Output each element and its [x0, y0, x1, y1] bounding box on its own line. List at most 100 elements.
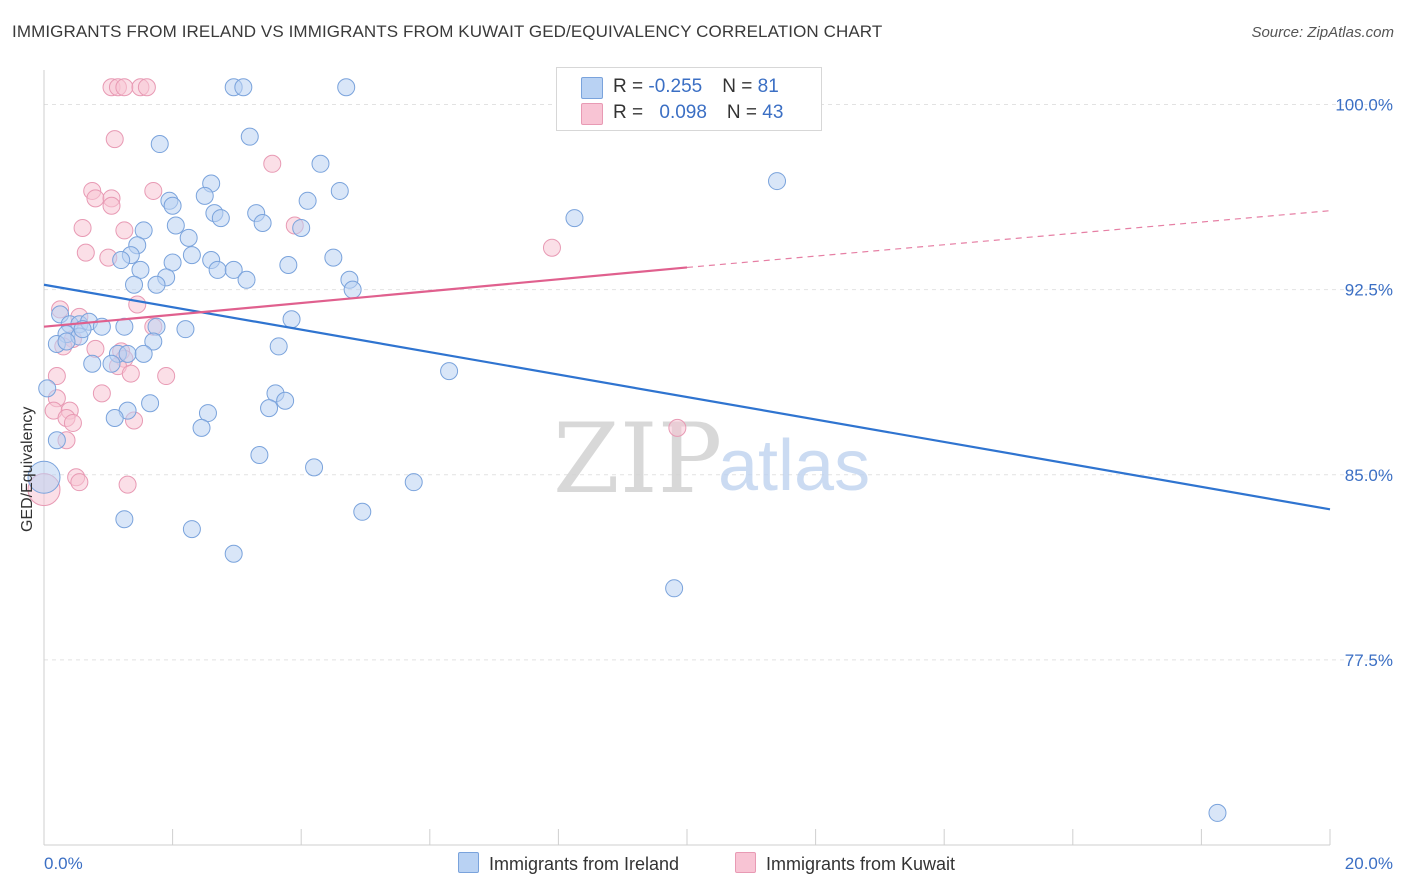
series-ireland — [27, 78, 1227, 822]
ireland-point — [404, 473, 423, 492]
ireland-point — [324, 248, 343, 267]
kuwait-point — [542, 238, 561, 257]
ireland-point — [276, 391, 295, 410]
ireland-point — [1208, 803, 1227, 822]
legend-stats-ireland: R = -0.255 N = 81 — [613, 76, 779, 97]
bottom-legend-kuwait-label: Immigrants from Kuwait — [766, 854, 956, 874]
ireland-point — [118, 344, 137, 363]
ireland-point — [147, 275, 166, 294]
ireland-point — [112, 251, 131, 270]
ireland-point — [57, 332, 76, 351]
kuwait-trend-extension — [686, 210, 1331, 269]
ireland-point — [665, 579, 684, 598]
ireland-point — [102, 354, 121, 373]
ireland-point — [260, 399, 279, 418]
kuwait-point — [263, 154, 282, 173]
kuwait-point — [115, 221, 134, 240]
ireland-point — [224, 544, 243, 563]
ireland-point — [330, 181, 349, 200]
y-tick-label: 100.0% — [1335, 96, 1393, 115]
ireland-point — [768, 172, 787, 191]
kuwait-point — [76, 243, 95, 262]
kuwait-point — [47, 367, 66, 386]
ireland-point — [141, 394, 160, 413]
kuwait-point — [157, 367, 176, 386]
ireland-point — [240, 127, 259, 146]
ireland-trend-line — [43, 283, 1331, 511]
ireland-point — [198, 404, 217, 423]
x-tick-label: 20.0% — [1345, 854, 1393, 873]
ireland-point — [163, 196, 182, 215]
ireland-point — [292, 218, 311, 237]
gridlines — [44, 104, 1394, 661]
ireland-point — [440, 362, 459, 381]
ireland-point — [179, 228, 198, 247]
y-tick-label: 77.5% — [1345, 651, 1393, 670]
tick-labels: 77.5% 85.0% 92.5% 100.0% 0.0% 20.0% — [44, 96, 1393, 873]
ireland-point — [311, 154, 330, 173]
kuwait-point — [70, 473, 89, 492]
kuwait-point — [86, 339, 105, 358]
ireland-point — [282, 310, 301, 329]
kuwait-point — [144, 181, 163, 200]
y-tick-label: 92.5% — [1345, 281, 1393, 300]
ireland-point — [105, 409, 124, 428]
kuwait-point — [63, 413, 82, 432]
ireland-point — [305, 458, 324, 477]
ireland-point — [211, 209, 230, 228]
ireland-point — [166, 216, 185, 235]
ireland-point — [237, 270, 256, 289]
source-label: Source: ZipAtlas.com — [1251, 24, 1394, 41]
ireland-point — [147, 317, 166, 336]
bottom-swatch-kuwait — [735, 852, 756, 873]
legend-stats-kuwait: R = 0.098 N = 43 — [613, 102, 784, 123]
ireland-point — [134, 344, 153, 363]
ireland-point — [208, 260, 227, 279]
ireland-point — [253, 214, 272, 233]
ireland-point — [192, 418, 211, 437]
correlation-legend: R = -0.255 N = 81 R = 0.098 N = 43 — [556, 67, 822, 131]
kuwait-point — [118, 475, 137, 494]
ireland-point — [269, 337, 288, 356]
ireland-point — [73, 320, 92, 339]
x-tick-label: 0.0% — [44, 854, 83, 873]
ireland-point — [298, 191, 317, 210]
ireland-point — [144, 332, 163, 351]
ireland-point — [353, 502, 372, 521]
y-axis-title: GED/Equivalency — [19, 407, 36, 532]
ireland-point — [182, 520, 201, 539]
bottom-legend-ireland: Immigrants from Ireland — [458, 852, 679, 875]
kuwait-point — [121, 364, 140, 383]
kuwait-point — [128, 295, 147, 314]
bottom-legend-kuwait: Immigrants from Kuwait — [735, 852, 955, 875]
kuwait-point — [137, 78, 156, 97]
kuwait-point — [105, 130, 124, 149]
ireland-point — [250, 446, 269, 465]
kuwait-point — [668, 418, 687, 437]
kuwait-point — [92, 384, 111, 403]
ireland-point — [224, 260, 243, 279]
legend-swatch-ireland — [581, 77, 603, 99]
ireland-point — [279, 255, 298, 274]
ireland-point — [150, 135, 169, 154]
watermark-zip: ZIP — [553, 403, 722, 515]
kuwait-point — [102, 196, 121, 215]
ireland-point — [115, 510, 134, 529]
ireland-point — [134, 221, 153, 240]
ireland-point — [47, 431, 66, 450]
bottom-legend-ireland-label: Immigrants from Ireland — [489, 854, 680, 874]
ireland-point — [343, 280, 362, 299]
ireland-point — [337, 78, 356, 97]
ireland-point — [125, 275, 144, 294]
ireland-point — [131, 260, 150, 279]
ireland-point — [27, 460, 61, 494]
ireland-point — [234, 78, 253, 97]
ireland-point — [38, 379, 57, 398]
ireland-point — [83, 354, 102, 373]
ireland-point — [176, 320, 195, 339]
watermark-atlas: atlas — [718, 426, 870, 506]
kuwait-trend-line — [43, 266, 688, 328]
chart-title: IMMIGRANTS FROM IRELAND VS IMMIGRANTS FR… — [12, 22, 883, 41]
y-tick-label: 85.0% — [1345, 466, 1393, 485]
